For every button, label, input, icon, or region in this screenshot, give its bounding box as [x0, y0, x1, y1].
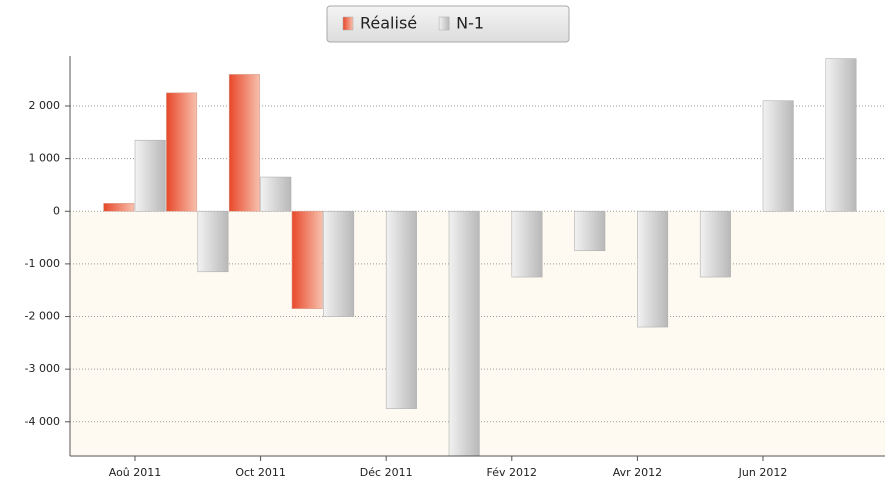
bar	[448, 210, 480, 456]
x-tick-label: Jun 2012	[738, 466, 788, 479]
bar	[197, 210, 229, 273]
axes: -4 000 -3 000 -2 000 -1 000 0 1 000 2 000 Aoû 2…	[25, 56, 885, 479]
legend-label: N-1	[456, 14, 484, 33]
bar	[762, 100, 794, 212]
y-tick-label: -1 000	[25, 257, 60, 270]
bar	[291, 210, 323, 309]
legend-swatch	[342, 16, 354, 31]
x-tick-label: Aoû 2011	[109, 466, 162, 479]
bar	[825, 58, 857, 212]
y-tick-label: -2 000	[25, 310, 60, 323]
bar	[323, 210, 355, 317]
legend-swatch	[438, 16, 450, 31]
bar	[166, 92, 198, 212]
y-tick-label: 0	[53, 204, 60, 217]
y-tick-label: 1 000	[29, 152, 61, 165]
plot-background	[70, 56, 885, 212]
bars	[103, 58, 857, 456]
bar	[134, 139, 166, 212]
bar	[385, 210, 417, 409]
bar	[103, 203, 135, 212]
bar	[511, 210, 543, 278]
x-tick-label: Oct 2011	[235, 466, 286, 479]
y-tick-label: 2 000	[29, 99, 61, 112]
y-tick-label: -3 000	[25, 362, 60, 375]
y-tick-label: -4 000	[25, 415, 60, 428]
bar	[574, 210, 606, 252]
legend: Réalisé N-1	[342, 14, 484, 33]
bar	[637, 210, 669, 328]
bar	[699, 210, 731, 278]
x-tick-label: Fév 2012	[487, 466, 538, 479]
x-tick-label: Avr 2012	[613, 466, 662, 479]
x-tick-label: Déc 2011	[360, 466, 413, 479]
bar	[260, 176, 292, 212]
bar	[228, 74, 260, 212]
legend-label: Réalisé	[360, 14, 417, 33]
